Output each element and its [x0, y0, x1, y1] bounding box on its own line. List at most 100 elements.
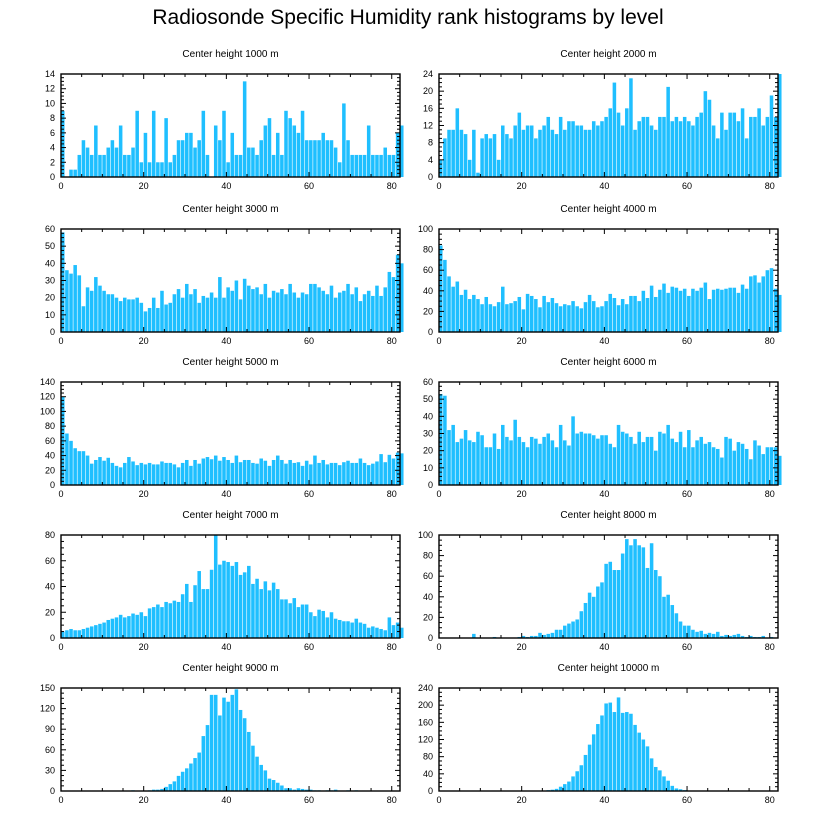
histogram-bar [160, 461, 164, 485]
histogram-bar [238, 154, 243, 177]
histogram-bar [633, 129, 637, 177]
x-tick-label: 60 [304, 795, 314, 805]
histogram-bar [753, 116, 757, 177]
histogram-bar [443, 259, 447, 332]
histogram-bar [740, 443, 745, 485]
histogram-bar [620, 125, 625, 177]
histogram-bar [201, 110, 206, 177]
histogram-bar [288, 283, 292, 332]
x-tick-label: 60 [304, 336, 314, 346]
histogram-bar [201, 736, 206, 791]
histogram-bar [645, 116, 650, 177]
histogram-bar [604, 563, 608, 638]
histogram-bar [226, 287, 230, 332]
histogram-bar [102, 460, 106, 485]
histogram-bar [189, 465, 193, 485]
histogram-bar [73, 169, 77, 177]
histogram-bar [480, 304, 484, 332]
histogram-bar [255, 154, 259, 177]
histogram-bar [451, 424, 455, 485]
histogram-bar [496, 448, 501, 485]
histogram-bar [81, 140, 86, 177]
histogram-bar [358, 622, 363, 638]
histogram-bar [371, 154, 375, 177]
histogram-bar [604, 116, 608, 177]
histogram-bar [189, 294, 193, 332]
panel-title: Center height 1000 m [182, 49, 278, 60]
histogram-bar [757, 282, 761, 332]
y-tick-label: 60 [45, 556, 55, 566]
histogram-bar [143, 311, 148, 332]
histogram-bar [77, 630, 82, 638]
histogram-bar [81, 306, 86, 332]
histogram-bar [662, 776, 666, 791]
histogram-bar [583, 302, 588, 332]
histogram-bar [757, 108, 761, 177]
x-tick-label: 0 [58, 795, 63, 805]
y-tick-label: 140 [40, 377, 55, 387]
histogram-bar [164, 304, 168, 332]
y-tick-label: 12 [423, 121, 433, 131]
histogram-bar [591, 121, 596, 177]
histogram-bar [616, 424, 621, 485]
histogram-bar [280, 459, 284, 485]
histogram-bar [534, 438, 538, 485]
histogram-bar [616, 112, 621, 178]
histogram-bar [309, 612, 313, 638]
y-tick-label: 80 [423, 551, 433, 561]
histogram-bar [480, 435, 484, 485]
histogram-bar [329, 285, 334, 332]
histogram-bar [234, 455, 239, 485]
histogram-bar [218, 715, 222, 791]
histogram-bar [172, 154, 177, 177]
histogram-panel: Center height 8000 m 0 20 40 60 80 0 20 40 60 80 10… [418, 510, 779, 652]
histogram-bar [329, 462, 334, 485]
histogram-bar [325, 617, 330, 638]
histogram-bar [749, 635, 753, 638]
histogram-bar [649, 758, 654, 791]
histogram-bar [736, 292, 741, 332]
histogram-bar [579, 765, 584, 791]
histogram-bar [147, 462, 152, 485]
histogram-bar [699, 436, 703, 485]
histogram-bar [451, 129, 455, 177]
histogram-bar [674, 613, 679, 638]
histogram-bar [653, 129, 658, 177]
histogram-bar [662, 283, 666, 332]
histogram-bar [280, 785, 284, 791]
histogram-bar [168, 603, 173, 638]
histogram-bar [251, 462, 255, 485]
histogram-bar [375, 154, 379, 177]
histogram-bar [267, 590, 272, 638]
histogram-bar [218, 277, 222, 332]
histogram-bar [89, 154, 94, 177]
histogram-bar [143, 132, 148, 177]
histogram-bar [608, 702, 613, 791]
histogram-bar [143, 616, 148, 638]
histogram-bar [400, 263, 404, 332]
x-tick-label: 20 [139, 642, 149, 652]
histogram-bar [296, 132, 301, 177]
histogram-bar [168, 162, 173, 177]
histogram-bar [379, 295, 383, 332]
histogram-bar [509, 138, 513, 178]
y-tick-label: 14 [45, 69, 55, 79]
histogram-bar [542, 125, 546, 177]
histogram-bar [135, 110, 139, 177]
histogram-bar [89, 290, 94, 332]
x-tick-label: 40 [221, 489, 231, 499]
histogram-bar [687, 625, 691, 638]
histogram-bar [778, 455, 782, 485]
histogram-panel: Center height 9000 m 0 20 40 60 80 0 30 60 90 120 1… [40, 663, 401, 805]
histogram-bar [143, 464, 148, 485]
histogram-bar [89, 626, 94, 638]
histogram-bar [765, 116, 770, 177]
histogram-bar [666, 292, 670, 332]
histogram-bar [715, 448, 720, 485]
histogram-bar [715, 138, 720, 178]
histogram-bar [366, 290, 371, 332]
histogram-bar [209, 569, 214, 638]
histogram-bar [288, 459, 292, 485]
histogram-bar [538, 443, 542, 485]
histogram-bar [271, 154, 276, 177]
